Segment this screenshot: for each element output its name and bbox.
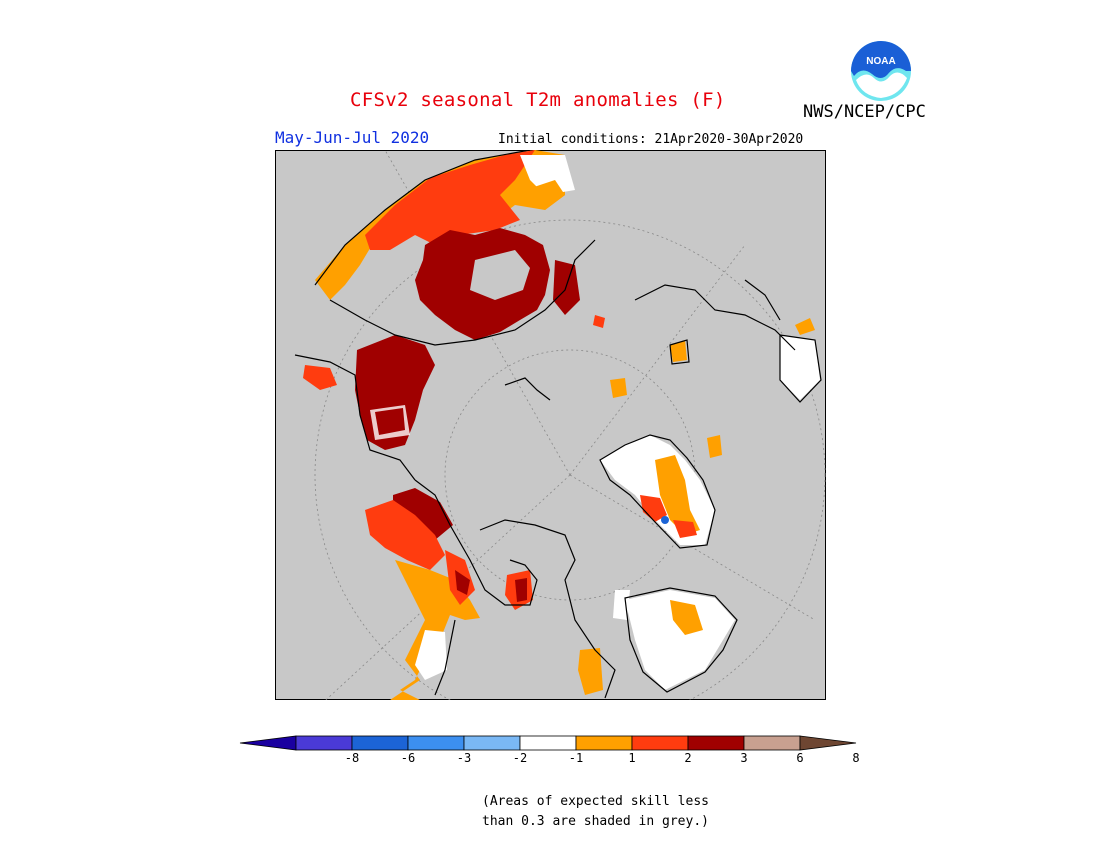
map-title: CFSv2 seasonal T2m anomalies (F) <box>350 89 726 111</box>
legend-swatch <box>351 735 409 751</box>
map-frame <box>275 150 826 700</box>
initial-conditions: Initial conditions: 21Apr2020-30Apr2020 <box>498 132 804 147</box>
legend-swatch <box>743 735 801 751</box>
legend-tick-label: 2 <box>684 751 691 765</box>
noaa-logo-icon: NOAA <box>851 41 911 101</box>
legend-tick-label: -2 <box>513 751 527 765</box>
skill-note-line-2: than 0.3 are shaded in grey.) <box>482 814 709 829</box>
legend-tick-label: 1 <box>628 751 635 765</box>
legend-tick-label: 6 <box>796 751 803 765</box>
legend-swatch <box>519 735 577 751</box>
polar-map <box>275 150 826 700</box>
legend-tick-label: -3 <box>457 751 471 765</box>
forecast-period: May-Jun-Jul 2020 <box>275 128 430 147</box>
legend-swatch <box>295 735 353 751</box>
agency-label: NWS/NCEP/CPC <box>803 102 926 122</box>
legend-tick-label: 3 <box>740 751 747 765</box>
legend-arrow-low <box>239 735 297 751</box>
noaa-logo-text: NOAA <box>866 56 895 67</box>
legend-tick-label: -6 <box>401 751 415 765</box>
coastlines <box>294 150 822 699</box>
legend-swatch <box>463 735 521 751</box>
color-legend: -8 -6 -3 -2 -1 1 2 3 6 8 <box>239 735 860 765</box>
skill-note: (Areas of expected skill less than 0.3 a… <box>482 792 709 832</box>
legend-swatch <box>631 735 689 751</box>
anomaly-shading <box>303 150 820 700</box>
legend-swatch <box>407 735 465 751</box>
legend-arrow-high <box>799 735 857 751</box>
legend-swatch <box>687 735 745 751</box>
legend-tick-label: 8 <box>852 751 859 765</box>
legend-swatch <box>575 735 633 751</box>
legend-tick-label: -8 <box>345 751 359 765</box>
legend-tick-label: -1 <box>569 751 583 765</box>
skill-note-line-1: (Areas of expected skill less <box>482 794 709 809</box>
